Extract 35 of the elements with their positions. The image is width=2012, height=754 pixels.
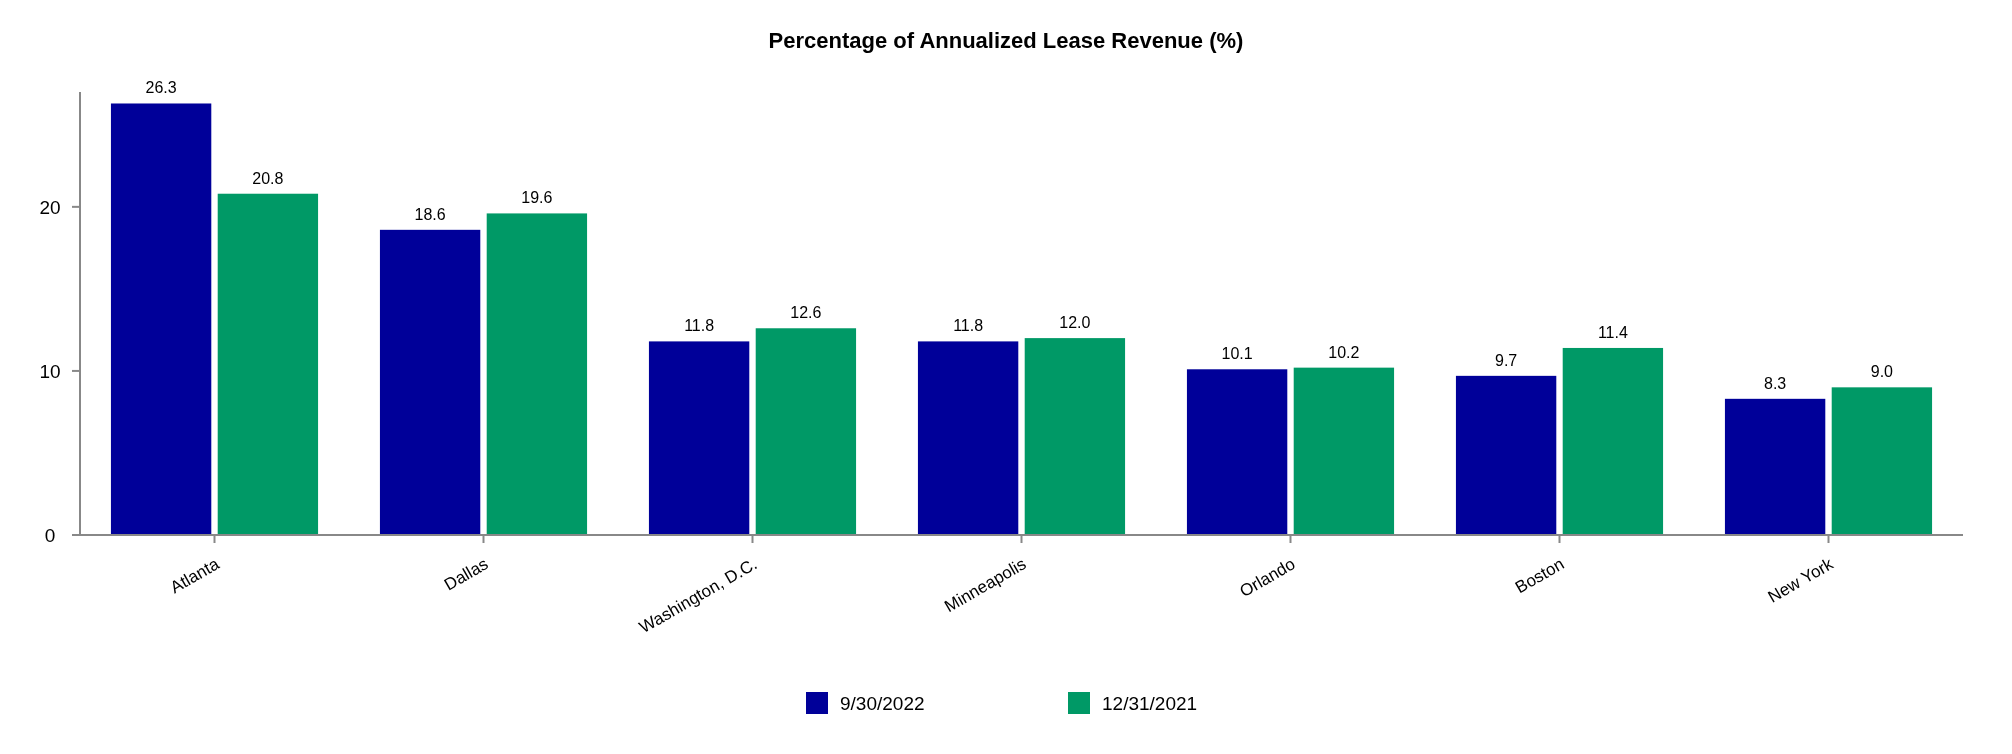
data-label: 26.3 bbox=[145, 79, 177, 97]
legend-label: 12/31/2021 bbox=[1102, 692, 1198, 714]
data-label: 12.0 bbox=[1059, 314, 1091, 332]
data-label: 19.6 bbox=[521, 189, 553, 207]
data-label: 11.8 bbox=[684, 317, 715, 335]
y-tick-label: 10 bbox=[39, 360, 61, 382]
bar bbox=[1831, 387, 1933, 535]
bar bbox=[755, 328, 857, 535]
bar bbox=[486, 213, 588, 535]
data-label: 18.6 bbox=[414, 205, 446, 223]
data-label: 8.3 bbox=[1763, 374, 1787, 392]
bar bbox=[917, 341, 1019, 535]
legend-label: 9/30/2022 bbox=[840, 692, 925, 714]
bar bbox=[1186, 369, 1288, 535]
bar bbox=[1293, 367, 1395, 535]
bar bbox=[379, 229, 481, 535]
bar bbox=[1562, 347, 1664, 535]
data-label: 11.8 bbox=[953, 317, 984, 335]
data-label: 20.8 bbox=[252, 169, 284, 187]
bar bbox=[1724, 398, 1826, 535]
data-label: 9.7 bbox=[1494, 351, 1518, 369]
bar bbox=[110, 103, 212, 535]
data-label: 10.2 bbox=[1328, 343, 1360, 361]
bar bbox=[1024, 338, 1126, 535]
bar bbox=[217, 193, 319, 535]
y-tick-label: 20 bbox=[39, 196, 61, 218]
data-label: 10.1 bbox=[1221, 345, 1253, 363]
bar bbox=[648, 341, 750, 535]
data-label: 12.6 bbox=[790, 304, 822, 322]
y-tick-label: 0 bbox=[44, 524, 56, 546]
chart-title: Percentage of Annualized Lease Revenue (%) bbox=[768, 28, 1244, 53]
bar bbox=[1455, 375, 1557, 535]
data-label: 11.4 bbox=[1597, 323, 1628, 341]
x-tick-label: New York bbox=[1764, 554, 1837, 607]
data-label: 9.0 bbox=[1870, 363, 1894, 381]
